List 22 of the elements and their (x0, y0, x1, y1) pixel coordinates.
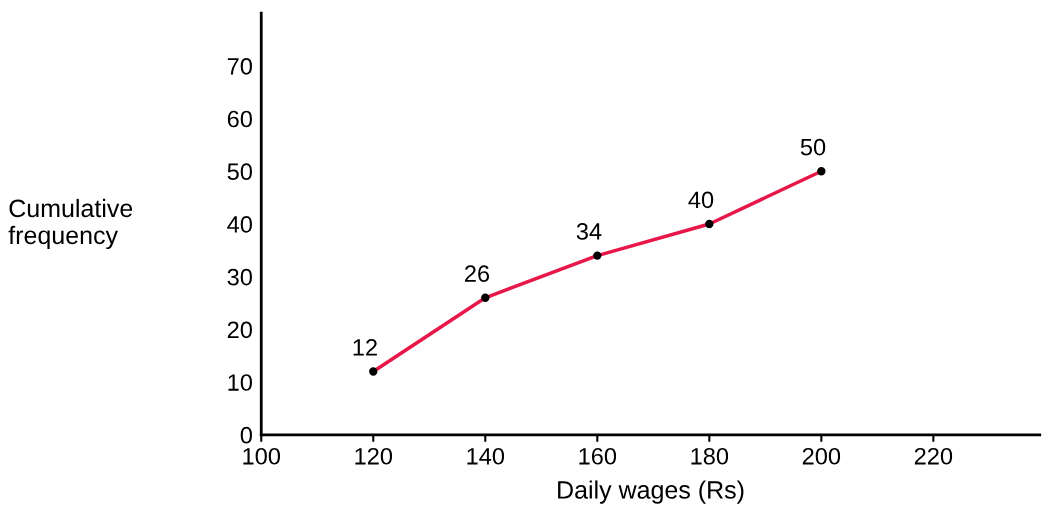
y-axis-title: Cumulative frequency (8, 198, 133, 250)
data-label: 26 (465, 265, 490, 282)
y-tick-label: 0 (240, 426, 252, 444)
x-tick-label: 180 (691, 447, 729, 465)
x-tick-label: 120 (355, 447, 393, 465)
y-tick-label: 70 (227, 57, 252, 75)
x-tick-label: 140 (467, 447, 505, 465)
x-tick-label: 160 (579, 447, 617, 465)
data-label: 40 (688, 191, 714, 209)
x-tick-label: 220 (914, 447, 953, 465)
x-tick-label: 100 (243, 447, 281, 465)
data-label: 34 (576, 223, 602, 240)
y-tick-label: 60 (227, 110, 252, 128)
y-tick-label: 40 (227, 216, 252, 233)
y-tick-label: 30 (227, 268, 252, 286)
y-tick-label: 50 (227, 163, 252, 181)
x-tick-label: 200 (802, 447, 841, 465)
y-tick-label: 10 (228, 374, 252, 391)
data-label: 12 (353, 339, 377, 356)
data-label: 50 (800, 138, 826, 156)
x-axis-title: Daily wages (Rs) (558, 480, 744, 504)
y-tick-label: 20 (227, 321, 252, 339)
